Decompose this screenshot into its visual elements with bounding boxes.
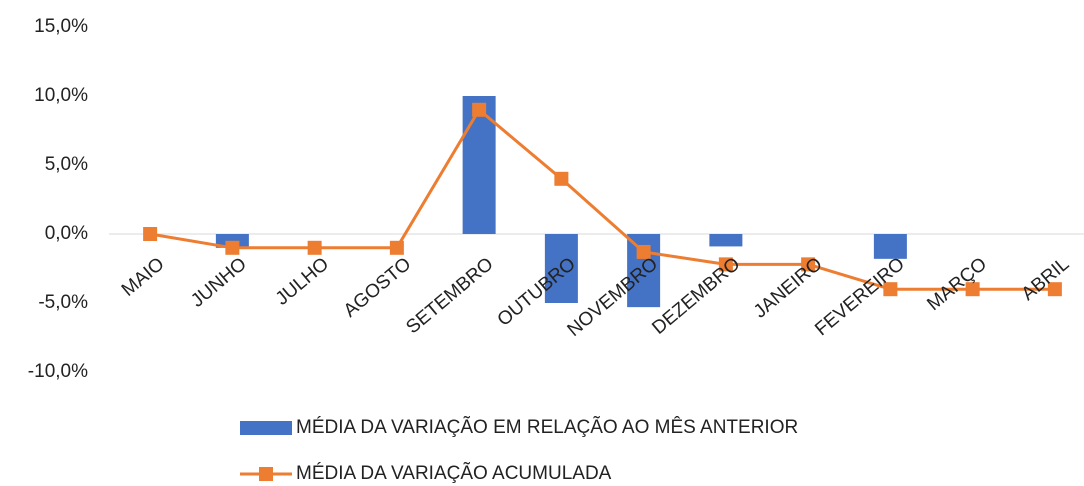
x-tick-label: JUNHO [187, 254, 251, 312]
x-tick-label: DEZEMBRO [648, 254, 744, 339]
line [149, 108, 1055, 291]
x-tick-label: MARÇO [923, 254, 991, 316]
line-marker [389, 240, 404, 255]
x-tick-label: AGOSTO [340, 254, 416, 322]
line-marker [554, 171, 569, 186]
y-tick-label: 15,0% [34, 16, 88, 37]
line-marker [472, 102, 487, 117]
line-marker [801, 257, 816, 272]
bar [709, 234, 743, 247]
line-marker [143, 227, 158, 241]
line-marker [883, 282, 898, 297]
legend-label: MÉDIA DA VARIAÇÃO ACUMULADA [296, 462, 612, 484]
bar [873, 234, 907, 259]
line-marker [307, 240, 322, 255]
legend-swatch [259, 467, 273, 481]
line-marker [636, 244, 651, 259]
line-marker [965, 282, 980, 297]
legend-label: MÉDIA DA VARIAÇÃO EM RELAÇÃO AO MÊS ANTE… [296, 416, 798, 438]
y-tick-label: -5,0% [38, 292, 88, 313]
y-tick-label: -10,0% [28, 361, 88, 382]
bar [544, 234, 578, 303]
x-tick-label: ABRIL [1018, 254, 1074, 305]
y-tick-label: 10,0% [34, 85, 88, 106]
x-tick-label: FEVEREIRO [811, 254, 909, 341]
line-marker [225, 240, 240, 255]
x-tick-label: SETEMBRO [402, 254, 497, 339]
line-marker [718, 257, 733, 272]
x-tick-label: MAIO [118, 254, 169, 301]
y-tick-label: 0,0% [45, 223, 88, 244]
y-tick-label: 5,0% [45, 154, 88, 175]
line-marker [1047, 282, 1062, 297]
legend-swatch [240, 421, 292, 435]
x-tick-label: JULHO [272, 254, 333, 310]
